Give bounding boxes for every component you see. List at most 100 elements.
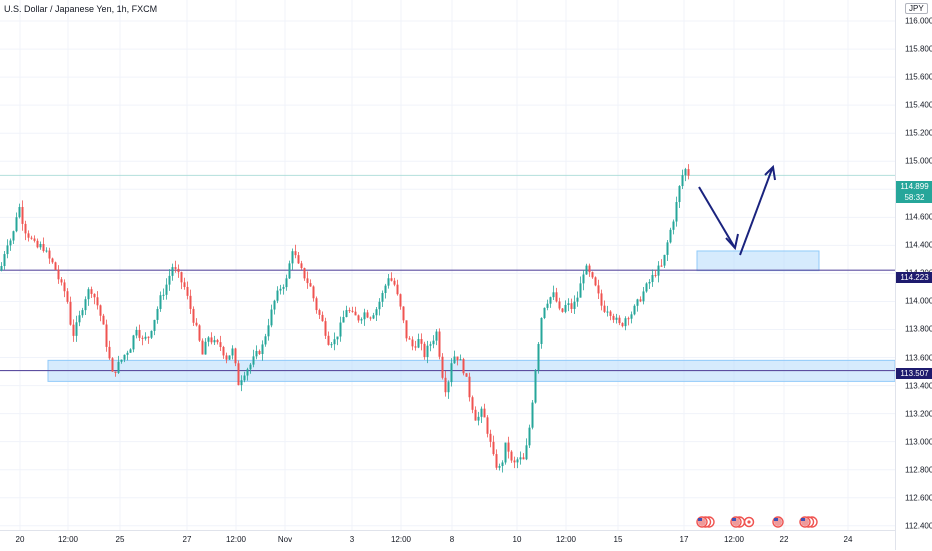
time-tick: 10 <box>512 535 522 544</box>
current-price-label: 114.899 58:32 <box>896 181 932 203</box>
candle-body <box>78 315 81 323</box>
candle-body <box>624 318 627 327</box>
candle-body <box>138 329 141 338</box>
candle-body <box>84 299 87 311</box>
candle-body <box>42 244 45 252</box>
economic-events[interactable] <box>696 516 818 528</box>
candle-body <box>474 409 477 421</box>
candle-body <box>195 322 198 326</box>
candle-body <box>150 330 153 338</box>
candle-body <box>177 268 180 273</box>
candle-body <box>180 272 183 283</box>
candle-body <box>213 340 216 343</box>
currency-button[interactable]: JPY <box>905 3 928 14</box>
time-tick: 12:00 <box>225 535 247 544</box>
candle-body <box>492 441 495 455</box>
candle-body <box>438 331 441 357</box>
bar-countdown: 58:32 <box>904 193 925 202</box>
candle-body <box>60 279 63 283</box>
candle-body <box>288 263 291 279</box>
candle-body <box>15 217 18 232</box>
candle-body <box>672 221 675 230</box>
candle-body <box>186 286 189 296</box>
candle-body <box>570 303 573 309</box>
chart-area[interactable]: U.S. Dollar / Japanese Yen, 1h, FXCM <box>0 0 895 530</box>
candle-body <box>417 339 420 348</box>
candle-body <box>144 336 147 339</box>
candle-body <box>165 284 168 295</box>
candle-body <box>396 284 399 295</box>
candle-body <box>270 309 273 326</box>
candle-body <box>465 373 468 377</box>
time-axis[interactable]: 20 12:00 25 27 12:00 Nov 3 12:00 8 10 12:00 15 17 12:… <box>0 530 895 551</box>
candle-body <box>615 317 618 320</box>
candle-body <box>117 361 120 373</box>
candle-body <box>642 291 645 302</box>
candle-body <box>579 283 582 298</box>
candle-body <box>81 310 84 316</box>
time-tick: 22 <box>779 535 789 544</box>
candle-body <box>318 310 321 315</box>
candle-body <box>522 457 525 460</box>
candle-body <box>483 408 486 418</box>
candle-body <box>141 337 144 339</box>
candle-body <box>684 169 687 176</box>
candle-body <box>528 427 531 446</box>
candle-body <box>369 317 372 319</box>
candle-body <box>174 267 177 269</box>
candle-body <box>357 315 360 321</box>
candle-body <box>441 356 444 378</box>
candle-body <box>636 299 639 306</box>
candle-body <box>495 454 498 468</box>
candle-body <box>192 308 195 323</box>
candle-body <box>255 350 258 357</box>
candle-body <box>558 301 561 309</box>
candle-body <box>648 281 651 284</box>
candle-body <box>249 364 252 370</box>
time-tick: 15 <box>613 535 623 544</box>
candle-body <box>54 262 57 270</box>
candle-body <box>324 321 327 336</box>
candle-body <box>90 289 93 294</box>
candle-body <box>345 310 348 317</box>
candle-body <box>510 451 513 461</box>
candle-body <box>240 380 243 386</box>
price-tick: 113.200 <box>905 409 932 419</box>
candle-body <box>261 344 264 355</box>
candle-body <box>378 301 381 310</box>
candle-body <box>498 466 501 468</box>
candle-body <box>297 255 300 264</box>
candle-body <box>576 297 579 302</box>
candle-body <box>426 345 429 358</box>
candle-body <box>348 310 351 312</box>
candle-body <box>687 169 690 176</box>
candle-body <box>456 356 459 361</box>
candle-body <box>102 315 105 325</box>
time-tick: 12:00 <box>555 535 577 544</box>
candle-body <box>594 277 597 286</box>
candle-body <box>408 338 411 340</box>
candle-body <box>105 324 108 347</box>
candlestick-chart[interactable] <box>0 0 895 530</box>
candle-body <box>477 416 480 421</box>
time-tick: 17 <box>679 535 689 544</box>
candle-body <box>393 280 396 285</box>
candle-body <box>588 265 591 273</box>
candle-body <box>222 347 225 356</box>
candle-body <box>513 460 516 463</box>
candle-body <box>429 344 432 346</box>
candle-body <box>321 314 324 322</box>
price-tick: 112.600 <box>905 493 932 503</box>
candle-body <box>264 336 267 345</box>
price-axis[interactable]: 116.000 115.800 115.600 115.400 115.200 115.0… <box>895 0 932 550</box>
candle-body <box>204 341 207 355</box>
candle-body <box>294 251 297 256</box>
us-flag-event-icon <box>698 518 702 521</box>
time-tick: 12:00 <box>57 535 79 544</box>
candle-body <box>234 348 237 364</box>
candle-body <box>549 297 552 304</box>
candle-body <box>246 369 249 376</box>
candle-body <box>381 292 384 302</box>
candle-body <box>333 339 336 345</box>
candle-body <box>639 299 642 302</box>
